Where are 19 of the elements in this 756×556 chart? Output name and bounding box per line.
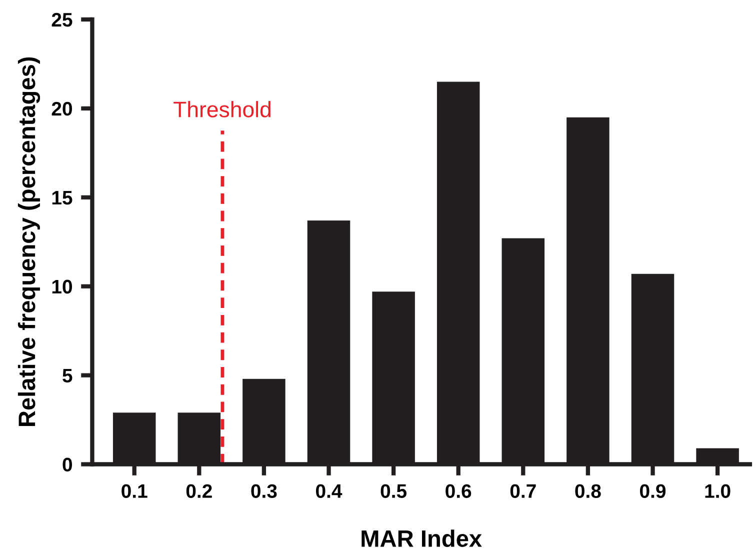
x-tick-label: 0.5	[380, 484, 407, 498]
y-tick-label: 10	[52, 280, 72, 294]
y-tick-label: 15	[52, 191, 72, 205]
y-tick-label: 20	[52, 102, 72, 116]
y-axis-title: Relative frequency (percentages)	[18, 57, 40, 426]
x-tick-label: 0.6	[446, 484, 472, 498]
x-tick-label: 0.4	[316, 484, 342, 498]
x-tick-label: 0.1	[122, 484, 148, 498]
x-tick-label: 0.9	[640, 484, 666, 498]
x-axis-title: MAR Index	[362, 530, 482, 547]
x-tick-label: 0.8	[575, 484, 601, 498]
x-tick-label: 0.2	[186, 484, 212, 498]
x-tick-label: 1.0	[705, 484, 730, 498]
x-tick-label: 0.7	[510, 484, 536, 498]
y-tick-label: 0	[62, 458, 72, 472]
x-tick-label: 0.3	[251, 484, 277, 498]
ref-line-label: Threshold	[174, 101, 270, 118]
y-tick-label: 5	[62, 368, 72, 383]
y-tick-label: 25	[52, 12, 72, 27]
